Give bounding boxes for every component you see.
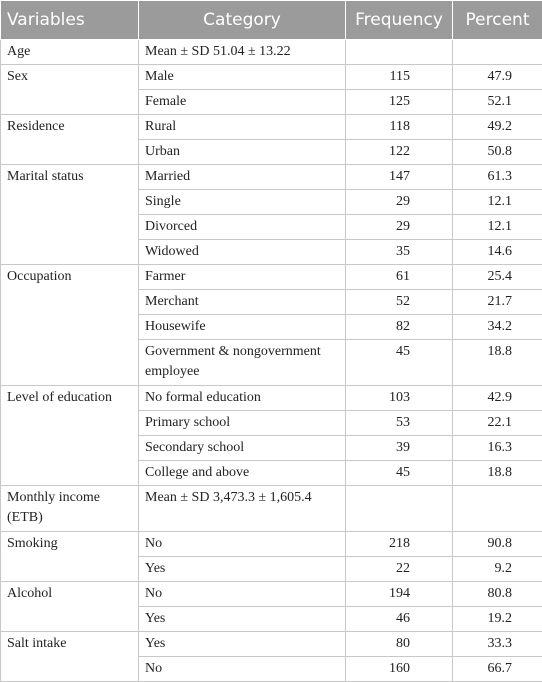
frequency-cell: 46 [346, 607, 453, 632]
empty-cell [346, 486, 453, 532]
category-cell: No formal education [139, 386, 346, 411]
percent-cell: 42.9 [453, 386, 542, 411]
frequency-cell: 115 [346, 65, 453, 90]
category-cell: Rural [139, 115, 346, 140]
table-row: Monthly income (ETB)Mean ± SD 3,473.3 ± … [1, 486, 542, 532]
header-cell: Category [139, 1, 346, 40]
frequency-cell: 61 [346, 265, 453, 290]
percent-cell: 16.3 [453, 436, 542, 461]
percent-cell: 50.8 [453, 140, 542, 165]
variable-cell: Monthly income (ETB) [1, 486, 139, 532]
header-cell: Percent [453, 1, 542, 40]
percent-cell: 47.9 [453, 65, 542, 90]
header-cell: Variables [1, 1, 139, 40]
percent-cell: 18.8 [453, 340, 542, 386]
frequency-cell: 147 [346, 165, 453, 190]
category-cell: Farmer [139, 265, 346, 290]
empty-cell [453, 40, 542, 65]
category-cell: Married [139, 165, 346, 190]
category-cell: Yes [139, 632, 346, 657]
frequency-cell: 82 [346, 315, 453, 340]
category-cell: Mean ± SD 51.04 ± 13.22 [139, 40, 346, 65]
category-cell: Urban [139, 140, 346, 165]
percent-cell: 80.8 [453, 582, 542, 607]
variable-cell: Level of education [1, 386, 139, 486]
variable-cell: Sex [1, 65, 139, 115]
percent-cell: 9.2 [453, 557, 542, 582]
percent-cell: 52.1 [453, 90, 542, 115]
percent-cell: 33.3 [453, 632, 542, 657]
variable-cell: Age [1, 40, 139, 65]
variable-cell: Salt intake [1, 632, 139, 682]
frequency-cell: 103 [346, 386, 453, 411]
percent-cell: 34.2 [453, 315, 542, 340]
category-cell: Yes [139, 607, 346, 632]
header-cell: Frequency [346, 1, 453, 40]
frequency-cell: 22 [346, 557, 453, 582]
percent-cell: 90.8 [453, 532, 542, 557]
empty-cell [453, 486, 542, 532]
frequency-cell: 218 [346, 532, 453, 557]
category-cell: Secondary school [139, 436, 346, 461]
category-cell: Single [139, 190, 346, 215]
category-cell: Female [139, 90, 346, 115]
variable-cell: Occupation [1, 265, 139, 386]
category-cell: Government & nongovernment employee [139, 340, 346, 386]
variable-cell: Marital status [1, 165, 139, 265]
percent-cell: 25.4 [453, 265, 542, 290]
category-cell: Mean ± SD 3,473.3 ± 1,605.4 [139, 486, 346, 532]
frequency-cell: 29 [346, 215, 453, 240]
percent-cell: 12.1 [453, 215, 542, 240]
category-cell: Yes [139, 557, 346, 582]
frequency-cell: 52 [346, 290, 453, 315]
frequency-cell: 53 [346, 411, 453, 436]
percent-cell: 22.1 [453, 411, 542, 436]
category-cell: No [139, 582, 346, 607]
category-cell: Male [139, 65, 346, 90]
frequency-cell: 80 [346, 632, 453, 657]
variable-cell: Residence [1, 115, 139, 165]
frequency-cell: 39 [346, 436, 453, 461]
percent-cell: 14.6 [453, 240, 542, 265]
variable-cell: Smoking [1, 532, 139, 582]
frequency-cell: 45 [346, 340, 453, 386]
percent-cell: 21.7 [453, 290, 542, 315]
frequency-cell: 122 [346, 140, 453, 165]
percent-cell: 61.3 [453, 165, 542, 190]
category-cell: Widowed [139, 240, 346, 265]
frequency-cell: 194 [346, 582, 453, 607]
frequency-cell: 118 [346, 115, 453, 140]
variable-cell: Alcohol [1, 582, 139, 632]
percent-cell: 49.2 [453, 115, 542, 140]
frequency-cell: 35 [346, 240, 453, 265]
empty-cell [346, 40, 453, 65]
category-cell: Primary school [139, 411, 346, 436]
category-cell: College and above [139, 461, 346, 486]
frequency-cell: 45 [346, 461, 453, 486]
category-cell: Housewife [139, 315, 346, 340]
category-cell: Divorced [139, 215, 346, 240]
percent-cell: 19.2 [453, 607, 542, 632]
frequency-cell: 29 [346, 190, 453, 215]
percent-cell: 12.1 [453, 190, 542, 215]
frequency-cell: 125 [346, 90, 453, 115]
category-cell: Merchant [139, 290, 346, 315]
percent-cell: 18.8 [453, 461, 542, 486]
category-cell: No [139, 532, 346, 557]
